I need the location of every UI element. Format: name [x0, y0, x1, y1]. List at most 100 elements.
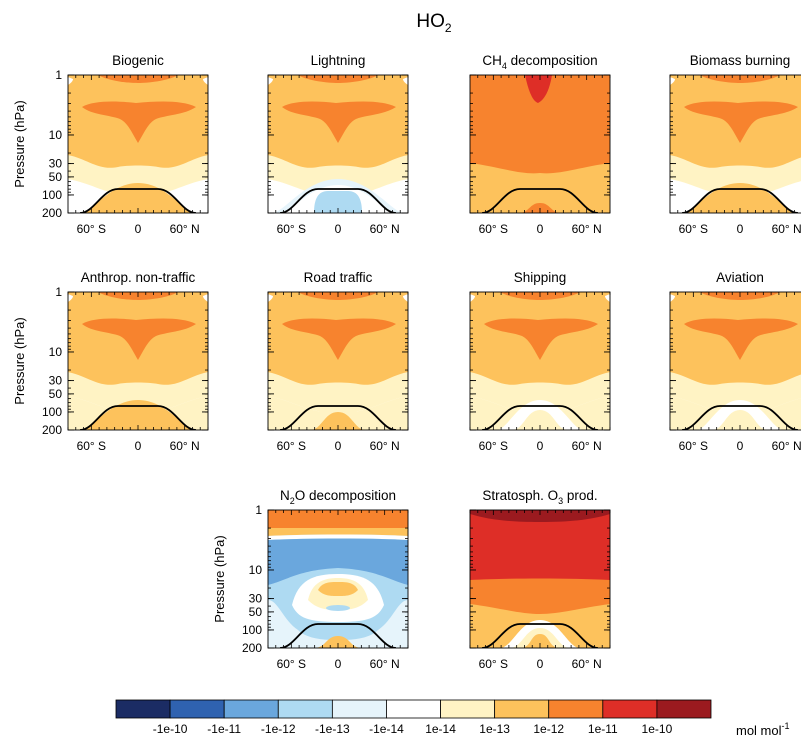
panel-title: Road traffic: [304, 270, 373, 285]
y-tick-label: 100: [42, 405, 62, 419]
x-tick-label: 60° N: [370, 439, 400, 453]
colorbar: -1e-10 -1e-11 -1e-12 -1e-13 -1e-14 1e-14 1e-13…: [115, 699, 712, 736]
x-tick-label: 0: [335, 657, 342, 671]
y-tick-label: 10: [49, 345, 63, 359]
panel-title: Lightning: [311, 53, 366, 68]
panel-field: [670, 292, 801, 430]
x-tick-label: 60° N: [370, 222, 400, 236]
panel-4: Biomass burning 60° S 0 60° N: [669, 53, 801, 236]
x-tick-label: 60° S: [277, 222, 306, 236]
panel-8: Aviation 60° S 0 60° N: [669, 270, 801, 453]
colorbar-swatch: [602, 699, 658, 719]
x-tick-label: 60° N: [170, 222, 200, 236]
x-tick-label: 60° S: [679, 222, 708, 236]
y-tick-label: 30: [49, 157, 63, 171]
colorbar-swatch: [494, 699, 550, 719]
y-tick-label: 1: [55, 285, 62, 299]
panel-field: [470, 510, 610, 648]
colorbar-unit: mol mol-1: [736, 721, 790, 738]
panel-title: Biomass burning: [690, 53, 791, 68]
colorbar-label: 1e-14: [425, 722, 456, 736]
y-axis-label: Pressure (hPa): [212, 535, 227, 622]
y-tick-label: 100: [242, 623, 262, 637]
figure-title: HO2: [416, 11, 452, 35]
panel-2: Lightning 60° S 0 60° N: [267, 53, 409, 236]
colorbar-swatch: [277, 699, 333, 719]
colorbar-swatch: [656, 699, 712, 719]
panel-title: Shipping: [514, 270, 567, 285]
x-tick-label: 60° S: [479, 439, 508, 453]
x-tick-label: 0: [135, 439, 142, 453]
panel-title: Aviation: [716, 270, 764, 285]
colorbar-label: -1e-10: [153, 722, 188, 736]
x-tick-label: 0: [135, 222, 142, 236]
x-tick-label: 0: [737, 439, 744, 453]
y-tick-label: 1: [55, 68, 62, 82]
panel-field: [470, 75, 610, 213]
panel-7: Shipping 60° S 0 60° N: [469, 270, 611, 453]
panel-title: Biogenic: [112, 53, 164, 68]
x-tick-label: 60° S: [277, 657, 306, 671]
x-tick-label: 60° S: [679, 439, 708, 453]
y-tick-label: 30: [49, 374, 63, 388]
panel-title: CH4 decomposition: [482, 53, 597, 71]
panel-field: [470, 292, 610, 430]
x-tick-label: 60° N: [170, 439, 200, 453]
y-tick-label: 200: [42, 206, 62, 220]
y-tick-label: 1: [255, 503, 262, 517]
x-tick-label: 60° N: [572, 222, 602, 236]
panel-title: N2O decomposition: [280, 488, 396, 506]
colorbar-swatch: [440, 699, 496, 719]
colorbar-label: 1e-10: [642, 722, 673, 736]
colorbar-label: 1e-13: [479, 722, 510, 736]
panel-field: [268, 75, 408, 213]
x-tick-label: 60° N: [772, 439, 801, 453]
panel-title: Anthrop. non-traffic: [81, 270, 196, 285]
x-tick-label: 60° S: [479, 222, 508, 236]
y-tick-label: 30: [249, 592, 263, 606]
panel-title: Stratosph. O3 prod.: [482, 488, 597, 506]
panel-10: Stratosph. O3 prod. 60° S 0 60° N: [469, 488, 611, 671]
panel-field: [670, 75, 801, 213]
x-tick-label: 60° N: [572, 657, 602, 671]
colorbar-swatch: [115, 699, 171, 719]
x-tick-label: 60° N: [772, 222, 801, 236]
x-tick-label: 60° S: [77, 222, 106, 236]
panel-3: CH4 decomposition 60° S 0 60° N: [469, 53, 611, 236]
y-tick-label: 10: [249, 563, 263, 577]
colorbar-label: 1e-12: [533, 722, 564, 736]
x-tick-label: 0: [737, 222, 744, 236]
colorbar-swatch: [169, 699, 225, 719]
x-tick-label: 60° S: [77, 439, 106, 453]
colorbar-swatch: [331, 699, 387, 719]
panel-field: [68, 75, 208, 213]
colorbar-label: -1e-13: [315, 722, 350, 736]
panel-field: [268, 510, 408, 648]
x-tick-label: 0: [537, 222, 544, 236]
y-tick-label: 10: [49, 128, 63, 142]
colorbar-label: 1e-11: [588, 722, 618, 736]
x-tick-label: 60° N: [370, 657, 400, 671]
panel-field: [268, 292, 408, 430]
x-tick-label: 60° N: [572, 439, 602, 453]
x-tick-label: 0: [537, 657, 544, 671]
colorbar-label: -1e-14: [369, 722, 404, 736]
x-tick-label: 60° S: [277, 439, 306, 453]
y-tick-label: 100: [42, 188, 62, 202]
x-tick-label: 0: [335, 222, 342, 236]
y-axis-label: Pressure (hPa): [12, 100, 27, 187]
colorbar-swatch: [548, 699, 604, 719]
x-tick-label: 60° S: [479, 657, 508, 671]
colorbar-label: -1e-11: [207, 722, 241, 736]
colorbar-swatch: [386, 699, 441, 719]
panel-field: [68, 292, 208, 430]
x-tick-label: 0: [335, 439, 342, 453]
y-tick-label: 50: [49, 387, 63, 401]
y-tick-label: 50: [249, 605, 263, 619]
x-tick-label: 0: [537, 439, 544, 453]
